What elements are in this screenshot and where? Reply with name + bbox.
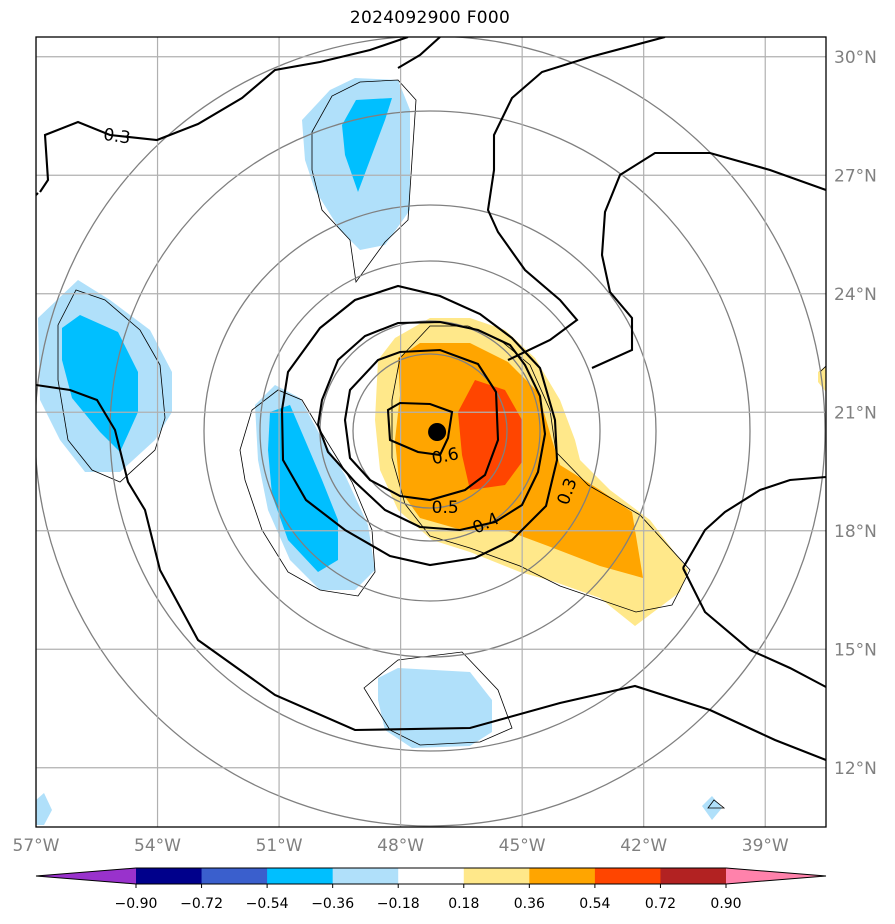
outline-north bbox=[311, 79, 417, 284]
colorbar-segment bbox=[398, 868, 465, 884]
colorbar-segment bbox=[594, 868, 661, 884]
negative-anomaly-south bbox=[378, 668, 492, 748]
radius-ring-4 bbox=[203, 204, 657, 658]
lon-tick-label: 48°W bbox=[377, 836, 424, 856]
map-title: 2024092900 F000 bbox=[349, 8, 511, 28]
colorbar-label: −0.18 bbox=[377, 896, 420, 912]
lon-tick-label: 42°W bbox=[620, 836, 667, 856]
lat-tick-label: 18°N bbox=[834, 522, 877, 542]
contour-northeast bbox=[397, 37, 441, 69]
outline-warm bbox=[391, 325, 691, 613]
contour-label: 0.3 bbox=[102, 125, 132, 149]
colorbar-label: 0.18 bbox=[448, 896, 479, 912]
colorbar-segment bbox=[660, 868, 727, 884]
lat-tick-label: 12°N bbox=[834, 759, 877, 779]
map-frame bbox=[35, 36, 827, 828]
lat-tick-label: 15°N bbox=[834, 640, 877, 660]
latitude-labels: 12°N 15°N 18°N 21°N 24°N 27°N 30°N bbox=[834, 48, 877, 779]
colorbar-segment bbox=[136, 868, 203, 884]
contour-0-3-ring bbox=[280, 284, 559, 567]
contour-inner-0-6 bbox=[386, 401, 454, 457]
outline-center bbox=[239, 389, 376, 597]
outline-west bbox=[57, 289, 166, 483]
outline-se bbox=[707, 799, 726, 809]
negative-anomaly-west-core bbox=[62, 315, 138, 452]
longitude-labels: 57°W 54°W 51°W 48°W 45°W 42°W 39°W bbox=[13, 836, 789, 856]
negative-anomaly-sw-corner bbox=[36, 793, 52, 825]
colorbar-label: 0.36 bbox=[514, 896, 545, 912]
colorbar-segment bbox=[201, 868, 268, 884]
colorbar-label: −0.72 bbox=[180, 896, 223, 912]
radius-ring-5 bbox=[109, 110, 751, 752]
colorbar-extend-low bbox=[36, 868, 136, 884]
colorbar-segment bbox=[332, 868, 399, 884]
lat-tick-label: 24°N bbox=[834, 285, 877, 305]
lon-tick-label: 39°W bbox=[742, 836, 789, 856]
radius-ring-3 bbox=[259, 260, 601, 602]
positive-anomaly-core bbox=[458, 380, 522, 490]
colorbar-label: −0.36 bbox=[311, 896, 354, 912]
contour-southeast bbox=[682, 567, 826, 688]
contour-lines bbox=[36, 37, 826, 761]
contour-0-2-outer bbox=[36, 383, 826, 761]
contour-0-4 bbox=[316, 320, 547, 532]
contour-north-right bbox=[591, 151, 826, 369]
contour-label: 0.5 bbox=[432, 498, 459, 518]
colorbar-label: 0.54 bbox=[579, 896, 610, 912]
lon-tick-label: 57°W bbox=[13, 836, 60, 856]
colorbar-extend-high bbox=[726, 868, 826, 884]
colorbar-label: 0.90 bbox=[710, 896, 741, 912]
colorbar: −0.90 −0.72 −0.54 −0.36 −0.18 0.18 0.36 0.54 0.7… bbox=[35, 867, 827, 912]
colorbar-label: −0.90 bbox=[115, 896, 158, 912]
lat-tick-label: 27°N bbox=[834, 166, 877, 186]
lon-tick-label: 45°W bbox=[499, 836, 546, 856]
lat-tick-label: 30°N bbox=[834, 48, 877, 68]
contour-north-0-3 bbox=[39, 37, 409, 193]
lat-tick-label: 21°N bbox=[834, 403, 877, 423]
radius-rings bbox=[36, 37, 826, 827]
colorbar-segment bbox=[463, 868, 530, 884]
contour-east bbox=[682, 475, 826, 569]
lon-tick-label: 54°W bbox=[134, 836, 181, 856]
colorbar-segment bbox=[267, 868, 334, 884]
radius-ring-1 bbox=[352, 353, 508, 509]
colorbar-segment bbox=[529, 868, 596, 884]
contour-loop-ne bbox=[486, 37, 666, 361]
radius-ring-6 bbox=[36, 37, 826, 827]
graticule bbox=[36, 37, 826, 827]
colorbar-label: −0.54 bbox=[246, 896, 289, 912]
storm-center-marker bbox=[428, 423, 447, 441]
lon-tick-label: 51°W bbox=[256, 836, 303, 856]
colorbar-label: 0.72 bbox=[645, 896, 676, 912]
contour-0-5 bbox=[343, 348, 500, 502]
negative-anomaly-north-core bbox=[342, 98, 392, 192]
